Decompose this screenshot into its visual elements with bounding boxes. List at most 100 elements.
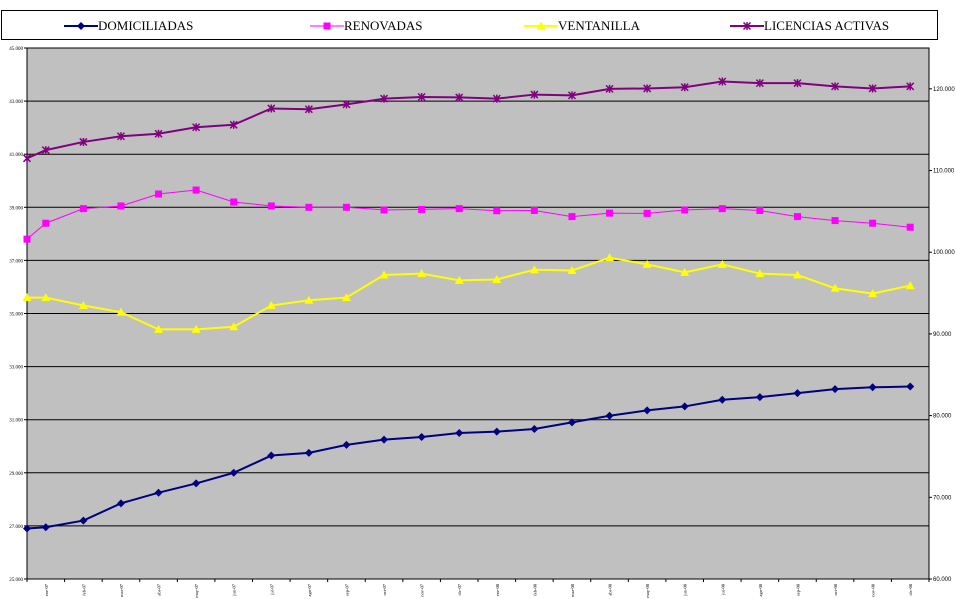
data-point-ventanilla	[154, 324, 164, 333]
data-point-licencias-activas	[154, 129, 163, 138]
data-point-domiciliadas	[868, 383, 877, 392]
x-axis-tick-label: may-08	[645, 583, 650, 597]
x-axis-tick-label: dic-07	[457, 583, 462, 595]
data-point-domiciliadas	[567, 418, 576, 427]
data-point-renovadas	[305, 203, 313, 211]
data-point-renovadas	[643, 209, 651, 217]
data-point-renovadas	[42, 219, 50, 227]
data-point-licencias-activas	[116, 132, 125, 141]
data-point-ventanilla	[680, 267, 690, 276]
data-point-renovadas	[267, 202, 275, 210]
data-point-licencias-activas	[680, 83, 689, 92]
x-axis-tick-label: may-07	[194, 583, 199, 597]
data-point-licencias-activas	[718, 77, 727, 86]
legend-swatch	[730, 21, 764, 31]
legend-swatch	[310, 22, 344, 30]
chart-legend: DOMICILIADAS RENOVADAS VENTANILLA LICENCIAS…	[1, 10, 938, 40]
data-point-licencias-activas	[342, 100, 351, 109]
x-axis-tick-label: feb-07	[81, 583, 86, 595]
data-point-licencias-activas	[380, 94, 389, 103]
x-axis-tick-label: dic-08	[908, 583, 913, 595]
legend-swatch	[524, 21, 558, 30]
data-point-licencias-activas	[267, 104, 276, 113]
legend-item-licencias-activas: LICENCIAS ACTIVAS	[730, 11, 889, 41]
data-point-domiciliadas	[41, 523, 50, 532]
legend-marker	[323, 22, 331, 30]
data-point-renovadas	[869, 219, 877, 227]
data-point-ventanilla	[304, 295, 314, 304]
data-point-ventanilla	[755, 269, 765, 278]
data-point-renovadas	[493, 207, 501, 215]
x-axis-tick-label: nov-08	[871, 583, 876, 596]
data-point-ventanilla	[341, 293, 351, 302]
legend-item-domiciliadas: DOMICILIADAS	[64, 11, 193, 41]
x-axis-tick-label: jun-07	[232, 583, 237, 596]
data-point-licencias-activas	[304, 105, 313, 114]
right-axis-tick-label: 100.000	[933, 250, 955, 256]
data-point-ventanilla	[417, 269, 427, 278]
x-axis-tick-label: sep-08	[795, 583, 800, 596]
x-axis-tick-label: mar-08	[570, 583, 575, 597]
data-point-licencias-activas	[79, 137, 88, 146]
left-axis-tick-label: 35.000	[9, 313, 23, 318]
data-point-domiciliadas	[267, 451, 276, 460]
left-axis-tick-label: 33.000	[9, 366, 23, 371]
data-point-ventanilla	[229, 322, 239, 331]
data-point-renovadas	[455, 205, 463, 213]
legend-marker	[77, 22, 85, 30]
data-point-renovadas	[79, 205, 87, 213]
data-point-licencias-activas	[530, 90, 539, 99]
data-point-renovadas	[418, 205, 426, 213]
data-point-domiciliadas	[116, 499, 125, 508]
data-point-ventanilla	[717, 259, 727, 268]
data-point-domiciliadas	[643, 406, 652, 415]
data-point-domiciliadas	[455, 428, 464, 437]
left-axis-tick-label: 29.000	[9, 472, 23, 477]
data-point-domiciliadas	[380, 435, 389, 444]
data-point-ventanilla	[379, 270, 389, 279]
legend-item-ventanilla: VENTANILLA	[524, 11, 640, 41]
data-point-domiciliadas	[605, 411, 614, 420]
data-point-renovadas	[681, 206, 689, 214]
data-point-renovadas	[756, 206, 764, 214]
legend-label: DOMICILIADAS	[98, 18, 194, 33]
data-point-renovadas	[718, 205, 726, 213]
right-axis-tick-label: 70.000	[933, 495, 952, 501]
x-axis-tick-label: nov-07	[420, 583, 425, 596]
data-point-domiciliadas	[192, 479, 201, 488]
data-point-domiciliadas	[718, 395, 727, 404]
data-point-domiciliadas	[229, 468, 238, 477]
data-point-ventanilla	[41, 293, 51, 302]
x-axis-tick-label: ago-07	[307, 583, 312, 596]
data-point-licencias-activas	[229, 120, 238, 129]
data-point-domiciliadas	[680, 402, 689, 411]
data-point-domiciliadas	[23, 524, 31, 533]
right-axis-tick-label: 60.000	[933, 577, 952, 583]
legend-swatch	[64, 22, 98, 30]
data-point-ventanilla	[529, 265, 539, 274]
legend-label: LICENCIAS ACTIVAS	[764, 18, 890, 33]
data-point-renovadas	[530, 206, 538, 214]
x-axis-tick-label: feb-08	[532, 583, 537, 595]
data-point-licencias-activas	[22, 154, 32, 163]
data-point-domiciliadas	[492, 427, 501, 436]
data-point-ventanilla	[567, 265, 577, 274]
x-axis-tick-label: ene-08	[495, 583, 500, 596]
data-point-renovadas	[117, 202, 125, 210]
right-axis-tick-label: 110.000	[933, 169, 955, 175]
data-point-licencias-activas	[868, 84, 877, 93]
data-point-ventanilla	[868, 289, 878, 298]
x-axis-tick-label: jul-08	[720, 583, 725, 595]
data-point-ventanilla	[78, 301, 88, 310]
left-axis-tick-label: 25.000	[9, 578, 23, 583]
data-point-domiciliadas	[417, 432, 426, 441]
left-axis-tick-label: 45.000	[9, 47, 23, 52]
x-axis-tick-label: abr-08	[608, 583, 613, 595]
data-point-licencias-activas	[605, 84, 614, 93]
left-axis-tick-label: 27.000	[9, 525, 23, 530]
data-point-renovadas	[192, 186, 200, 194]
data-point-licencias-activas	[567, 91, 576, 100]
x-axis-tick-label: abr-07	[157, 583, 162, 595]
legend-label: VENTANILLA	[558, 18, 640, 33]
